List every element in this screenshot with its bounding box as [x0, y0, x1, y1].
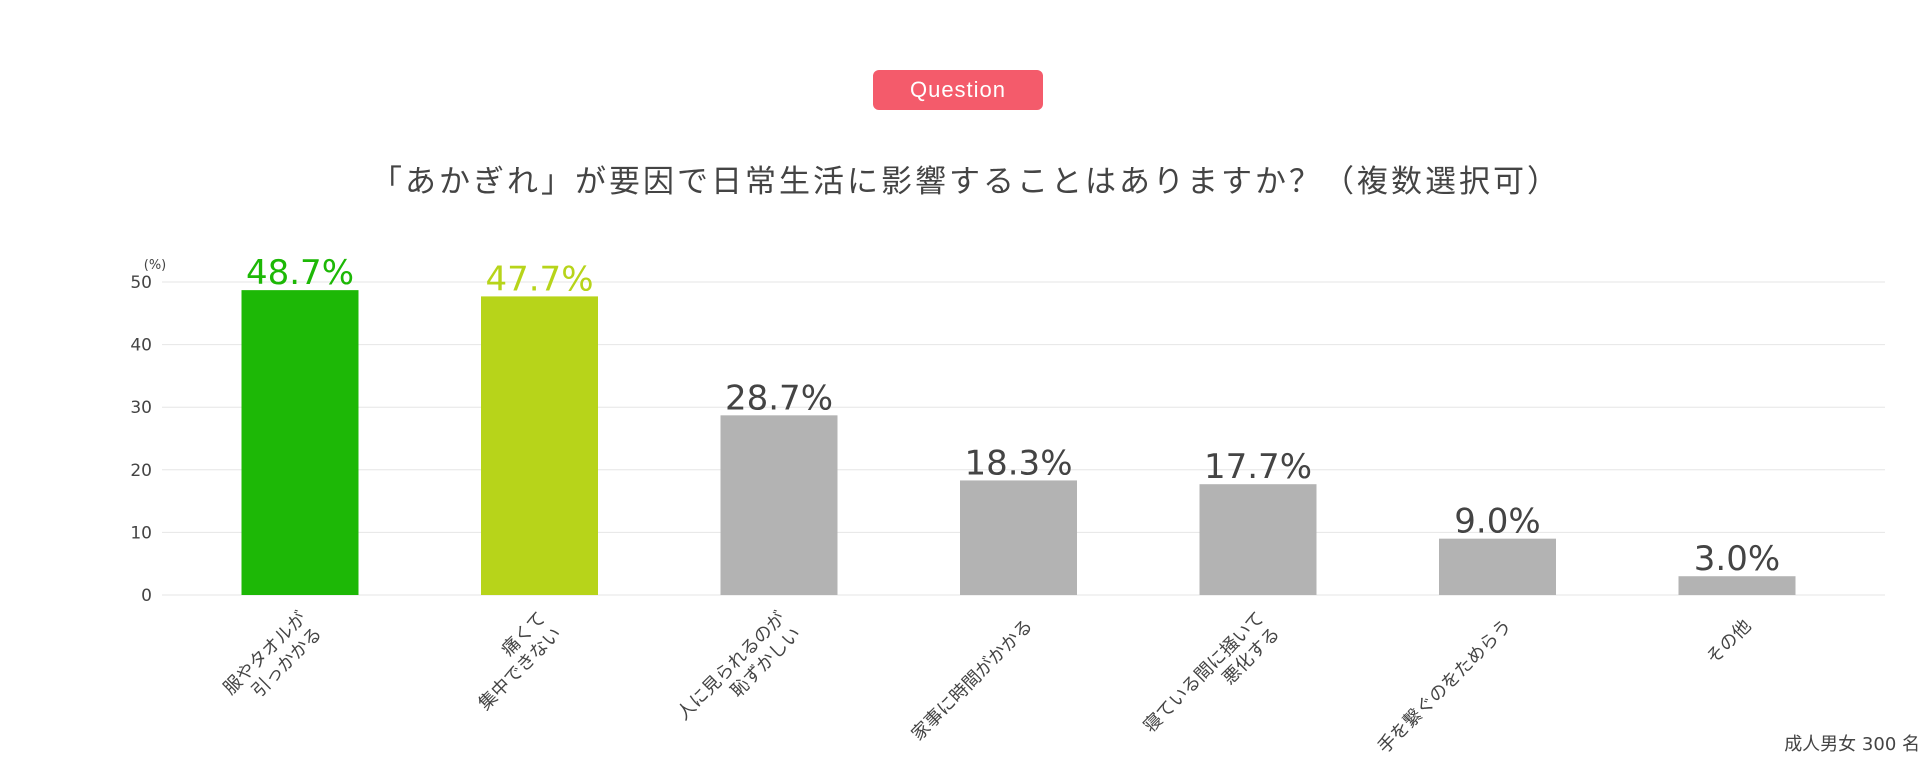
y-tick-label: 10	[130, 523, 152, 543]
category-label-line: その他	[1702, 616, 1755, 669]
y-axis-ticks: 0 10 20 30 40 50	[130, 273, 152, 606]
y-tick-label: 40	[130, 336, 152, 356]
data-label: 17.7%	[1204, 447, 1312, 487]
bar	[481, 296, 598, 595]
category-label: 家事に時間がかかる	[908, 616, 1037, 745]
chart-title: 「あかぎれ」が要因で日常生活に影響することはありますか？（複数選択可）	[371, 164, 1561, 200]
question-badge: Question	[873, 70, 1043, 110]
bar	[241, 290, 359, 595]
bars	[241, 290, 1796, 595]
y-tick-label: 20	[130, 461, 152, 481]
sample-size-note: 成人男女 300 名	[1784, 734, 1920, 755]
bar	[1678, 576, 1796, 595]
data-labels: 48.7% 47.7% 28.7% 18.3% 17.7% 9.0% 3.0%	[246, 253, 1780, 579]
data-label: 47.7%	[485, 259, 593, 299]
y-axis-unit: (%)	[144, 258, 167, 273]
bar	[1199, 484, 1317, 595]
data-label: 28.7%	[725, 378, 833, 418]
y-tick-label: 0	[141, 586, 152, 606]
category-label-line: 家事に時間がかかる	[908, 616, 1037, 745]
bar	[960, 480, 1077, 595]
y-tick-label: 30	[130, 398, 152, 418]
bar	[720, 415, 838, 595]
data-label: 48.7%	[246, 253, 354, 293]
data-label: 18.3%	[964, 443, 1072, 483]
category-label: その他	[1702, 616, 1755, 669]
data-label: 3.0%	[1694, 539, 1780, 579]
category-label: 手を繋ぐのをためらう	[1374, 616, 1516, 758]
data-label: 9.0%	[1454, 502, 1540, 542]
bar	[1439, 538, 1556, 595]
category-label-line: 手を繋ぐのをためらう	[1374, 616, 1516, 758]
y-tick-label: 50	[130, 273, 152, 293]
grid-lines	[162, 281, 1885, 596]
